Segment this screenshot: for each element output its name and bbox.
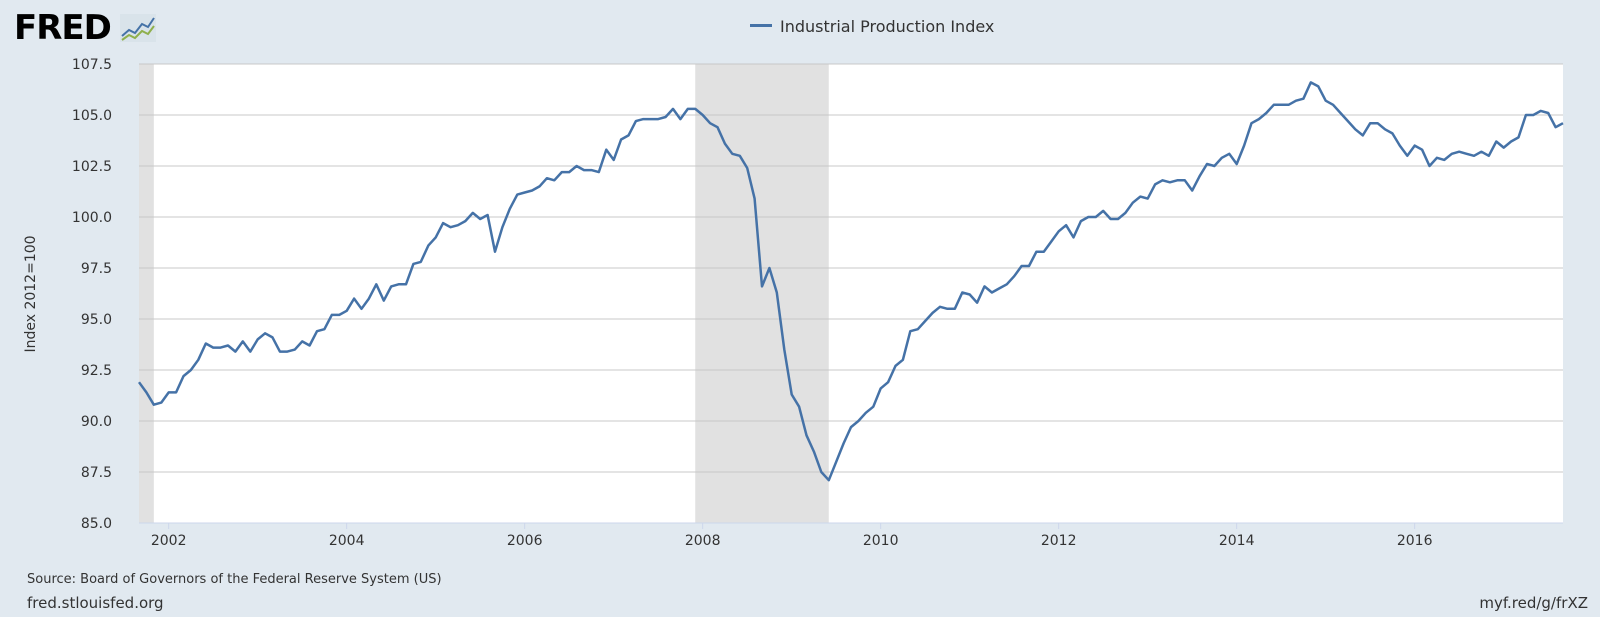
x-axis: 2002 2004 2006 2008 2010 2012 2014 2016 — [139, 522, 1563, 549]
y-axis-title: Index 2012=100 — [23, 235, 39, 352]
fred-logo-text: FRED — [14, 8, 112, 48]
series-layer — [137, 81, 1564, 482]
short-link[interactable]: myf.red/g/frXZ — [1479, 594, 1588, 612]
y-tick-label: 85.0 — [81, 516, 112, 532]
x-tick-label: 2010 — [863, 533, 899, 549]
source-note: Source: Board of Governors of the Federa… — [27, 572, 442, 587]
plot-area — [139, 64, 1563, 523]
x-tick-label: 2002 — [151, 533, 187, 549]
line-graph-logo-icon — [120, 14, 156, 42]
x-tick-label: 2004 — [329, 533, 365, 549]
legend-swatch — [750, 24, 772, 27]
chart-legend: Industrial Production Index — [750, 17, 994, 36]
legend-label: Industrial Production Index — [780, 17, 995, 36]
y-tick-label: 92.5 — [81, 363, 112, 379]
recession-band — [695, 64, 829, 523]
y-axis: 85.0 87.5 90.0 92.5 95.0 97.5 100.0 102.5 105.0 1… — [72, 57, 112, 532]
recession-band — [139, 64, 154, 523]
y-tick-label: 95.0 — [81, 312, 112, 328]
y-tick-label: 100.0 — [72, 210, 112, 226]
site-link[interactable]: fred.stlouisfed.org — [27, 594, 164, 612]
x-tick-label: 2008 — [685, 533, 721, 549]
x-tick-label: 2014 — [1219, 533, 1255, 549]
x-tick-label: 2016 — [1397, 533, 1433, 549]
y-tick-label: 105.0 — [72, 108, 112, 124]
x-tick-label: 2006 — [507, 533, 543, 549]
y-tick-label: 90.0 — [81, 414, 112, 430]
y-tick-label: 97.5 — [81, 261, 112, 277]
grid-lines — [139, 63, 1563, 524]
y-tick-label: 107.5 — [72, 57, 112, 73]
series-line — [137, 81, 1564, 482]
plot-background — [139, 64, 1563, 523]
y-tick-label: 87.5 — [81, 465, 112, 481]
x-tick-label: 2012 — [1041, 533, 1077, 549]
recession-shading — [139, 64, 829, 523]
y-tick-label: 102.5 — [72, 159, 112, 175]
